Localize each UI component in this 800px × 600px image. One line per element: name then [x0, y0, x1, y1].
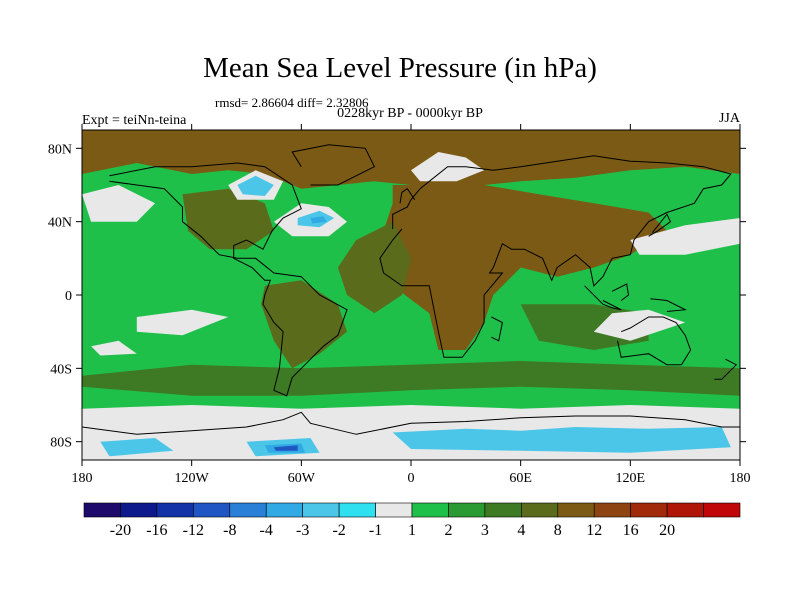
chart-subtitle: 0228kyr BP - 0000kyr BP — [337, 106, 483, 121]
colorbar-swatch — [120, 502, 158, 518]
colorbar: -20 -16 -12 -8 -4 -3 -2 -1 1 2 3 4 8 12 16 20 — [83, 502, 741, 539]
coastline-3 — [291, 144, 376, 186]
coastline-8 — [611, 283, 630, 301]
coastlines — [82, 144, 740, 435]
colorbar-swatch — [411, 502, 449, 518]
colorbar-swatch — [338, 502, 376, 518]
colorbar-swatch — [193, 502, 231, 518]
colorbar-label: 16 — [623, 522, 639, 539]
colorbar-label: 2 — [444, 522, 452, 539]
colorbar-swatch — [703, 502, 741, 518]
coastline-5 — [399, 188, 416, 204]
x-tick-label: 60E — [509, 471, 532, 486]
pacific-gray-patch — [136, 309, 229, 336]
y-tick-label: 40N — [48, 216, 72, 231]
chart-title: Mean Sea Level Pressure (in hPa) — [203, 52, 597, 84]
x-tick-label: 120E — [616, 471, 646, 486]
colorbar-swatch — [375, 502, 413, 518]
colorbar-swatch — [448, 502, 486, 518]
season-label: JJA — [718, 111, 740, 126]
north-brown-band — [82, 130, 740, 189]
hudson-cyan-low — [237, 175, 274, 196]
y-tick-label: 80S — [50, 436, 72, 451]
coastline-6 — [648, 213, 672, 237]
north-pacific-gray — [82, 185, 156, 222]
west-pacific-gray — [630, 218, 740, 255]
experiment-label: Expt = teiNn-teina — [82, 113, 187, 128]
colorbar-swatch — [265, 502, 303, 518]
colorbar-swatch — [593, 502, 631, 518]
colorbar-swatch — [83, 502, 121, 518]
colorbar-swatch — [302, 502, 340, 518]
x-tick-label: 0 — [408, 471, 415, 486]
south-america-olive — [261, 280, 347, 369]
atlantic-teal-low — [310, 216, 327, 224]
colorbar-label: -20 — [110, 522, 131, 539]
y-tick-label: 0 — [65, 289, 72, 304]
coastline-9 — [650, 298, 687, 312]
x-tick-label: 180 — [730, 471, 751, 486]
coastline-11 — [714, 358, 738, 380]
colorbar-label: 20 — [659, 522, 675, 539]
antarctic-cyan-west — [100, 438, 174, 457]
stats-label: rmsd= 2.86604 diff= 2.32806 — [215, 95, 369, 110]
y-axis: 80N 40N 0 40S 80S — [48, 142, 746, 451]
x-tick-label: 60W — [288, 471, 316, 486]
colorbar-label: 3 — [481, 522, 489, 539]
colorbar-label: 8 — [554, 522, 562, 539]
southern-dark-green — [82, 361, 740, 396]
colorbar-label: -8 — [223, 522, 236, 539]
colorbar-label: -2 — [332, 522, 345, 539]
colorbar-label: 12 — [586, 522, 602, 539]
x-tick-label: 180 — [72, 471, 93, 486]
coastline-7 — [584, 285, 622, 311]
antarctic-cyan-east — [392, 427, 731, 453]
colorbar-swatch — [156, 502, 194, 518]
north-america-olive — [182, 188, 274, 250]
eurasia-brown — [374, 185, 667, 350]
x-axis: 180 120W 60W 0 60E 120E 180 — [72, 124, 751, 486]
colorbar-swatch — [557, 502, 595, 518]
colorbar-label: -3 — [296, 522, 309, 539]
coastline-0 — [109, 162, 348, 397]
colorbar-swatch — [630, 502, 668, 518]
antarctic-blue — [273, 445, 298, 451]
colorbar-label: -16 — [146, 522, 167, 539]
colorbar-label: 1 — [408, 522, 416, 539]
colorbar-swatch — [666, 502, 704, 518]
colorbar-label: -4 — [260, 522, 273, 539]
map-fill-field — [82, 130, 740, 460]
sw-pacific-gray — [91, 340, 137, 356]
y-tick-label: 40S — [50, 362, 72, 377]
coastline-1 — [379, 155, 732, 358]
colorbar-label: -12 — [183, 522, 204, 539]
colorbar-swatch — [229, 502, 267, 518]
y-tick-label: 80N — [48, 142, 72, 157]
colorbar-label: -1 — [369, 522, 382, 539]
coastline-2 — [617, 316, 692, 366]
coastline-10 — [491, 316, 503, 342]
atlantic-olive — [337, 221, 411, 314]
colorbar-swatch — [521, 502, 559, 518]
colorbar-label: 4 — [517, 522, 525, 539]
colorbar-swatch — [484, 502, 522, 518]
x-tick-label: 120W — [175, 471, 210, 486]
coastline-4 — [82, 411, 740, 435]
